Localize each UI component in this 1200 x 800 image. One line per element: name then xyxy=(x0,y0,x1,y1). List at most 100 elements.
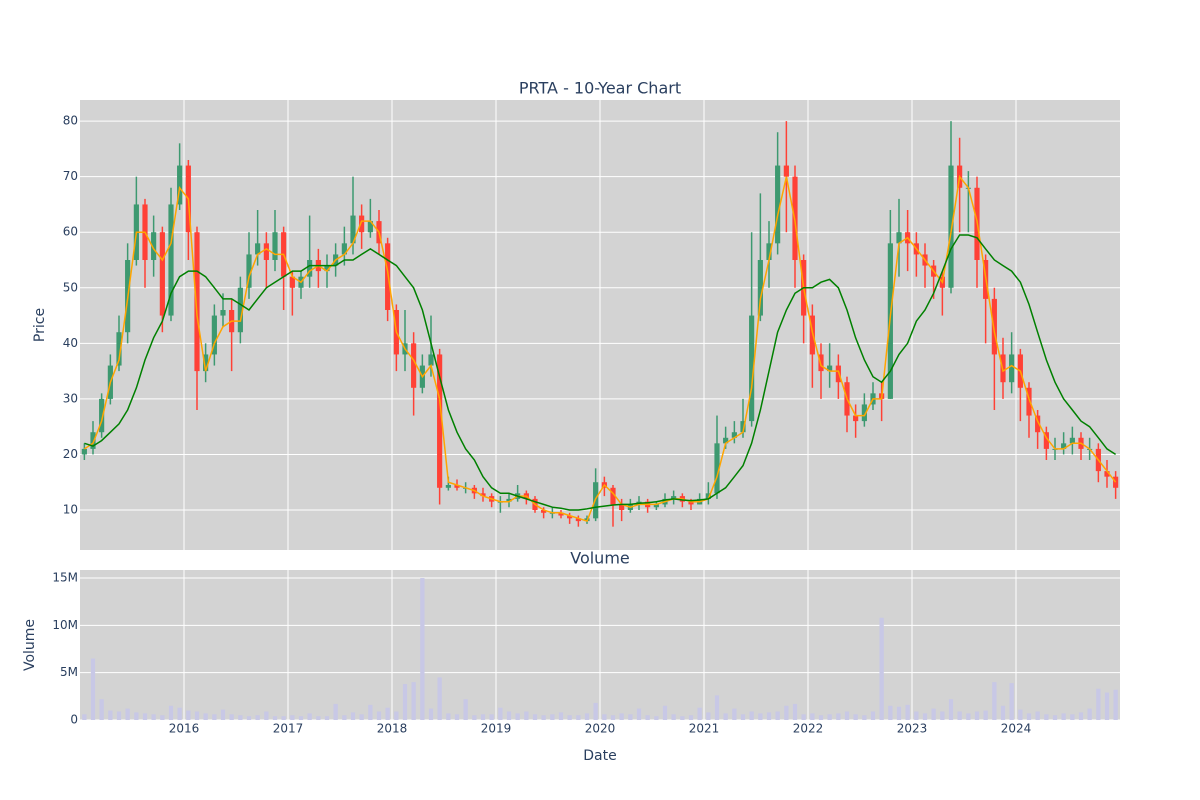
candle-body xyxy=(835,365,841,383)
x-tick-label: 2022 xyxy=(793,722,824,736)
volume-bar xyxy=(784,705,789,720)
candle-body xyxy=(827,365,833,372)
volume-bar xyxy=(801,714,806,720)
candle-body xyxy=(151,232,157,260)
volume-bar xyxy=(966,713,971,720)
volume-bar xyxy=(1113,689,1118,720)
candle-body xyxy=(437,354,443,488)
y-tick-label: 80 xyxy=(63,114,78,128)
candle-body xyxy=(731,432,737,438)
moving-average-line xyxy=(84,234,1117,511)
candle-body xyxy=(1043,432,1049,449)
volume-bar xyxy=(108,710,113,720)
candle-body xyxy=(1035,415,1041,433)
candle-body xyxy=(177,165,183,205)
volume-bar xyxy=(99,699,104,720)
volume-bar xyxy=(1096,688,1101,720)
volume-bar xyxy=(688,715,694,720)
volume-bar xyxy=(420,578,425,720)
candle-body xyxy=(350,215,356,244)
candle-body xyxy=(211,315,217,355)
volume-bar xyxy=(186,710,191,720)
y-axis-title: Price xyxy=(32,308,48,342)
volume-bar xyxy=(775,711,780,720)
volume-bar xyxy=(134,712,139,720)
candle-body xyxy=(385,243,391,310)
volume-bar xyxy=(116,711,122,720)
chart-title: PRTA - 10-Year Chart xyxy=(519,79,681,98)
candle-body xyxy=(289,276,295,288)
y-tick-label: 10 xyxy=(63,503,78,517)
volume-bar xyxy=(888,705,893,720)
volume-bar xyxy=(463,699,468,720)
candle-body xyxy=(506,498,512,502)
volume-bar xyxy=(290,715,295,720)
volume-bar xyxy=(90,658,96,720)
volume-bar xyxy=(324,716,330,720)
y-tick-label: 5M xyxy=(60,665,78,679)
volume-bar xyxy=(662,705,668,720)
candle-body xyxy=(861,404,867,422)
volume-bar xyxy=(671,714,676,720)
volume-bar xyxy=(454,714,460,720)
volume-bar xyxy=(220,709,226,720)
volume-bar xyxy=(602,714,607,720)
candle-body xyxy=(220,310,226,316)
volume-bar xyxy=(229,714,234,720)
volume-bar xyxy=(1061,713,1066,720)
candle-body xyxy=(324,265,330,272)
candle-body xyxy=(853,415,859,422)
volume-bar xyxy=(948,699,954,720)
volume-bar xyxy=(151,714,156,720)
volume-bar xyxy=(576,715,581,720)
volume-bar xyxy=(160,715,165,720)
volume-bar xyxy=(1104,692,1110,720)
volume-bar xyxy=(1026,713,1032,720)
y-tick-label: 50 xyxy=(63,280,78,294)
y-tick-label: 60 xyxy=(63,225,78,239)
candle-body xyxy=(367,221,373,233)
volume-bar xyxy=(246,716,252,720)
y-tick-label: 40 xyxy=(63,336,78,350)
candle-body xyxy=(307,260,313,277)
volume-bar xyxy=(1035,711,1040,720)
volume-bar xyxy=(82,714,87,720)
volume-bar xyxy=(749,711,754,720)
candle-body xyxy=(991,298,997,355)
candle-body xyxy=(757,260,763,316)
volume-bar xyxy=(558,712,564,720)
volume-bar xyxy=(714,695,720,720)
candle-body xyxy=(1026,387,1032,416)
x-tick-label: 2016 xyxy=(169,722,200,736)
candle-body xyxy=(272,232,278,260)
volume-bar xyxy=(212,714,217,720)
volume-bar xyxy=(402,684,408,720)
volume-bar xyxy=(368,704,373,720)
volume-bar xyxy=(870,711,876,720)
volume-bar xyxy=(515,713,520,720)
volume-bar xyxy=(264,711,269,720)
volume-bar xyxy=(350,712,356,720)
candle-body xyxy=(341,243,347,255)
volume-bar xyxy=(619,713,624,720)
candle-body xyxy=(948,165,954,288)
candle-body xyxy=(237,287,243,333)
candle-body xyxy=(896,232,902,244)
volume-bar xyxy=(862,715,867,720)
x-tick-label: 2018 xyxy=(377,722,408,736)
volume-bar xyxy=(593,702,598,720)
volume-bar xyxy=(931,708,936,720)
volume-bar xyxy=(1052,715,1058,720)
candle-body xyxy=(705,493,711,499)
x-axis-title: Date xyxy=(583,748,616,764)
volume-bar xyxy=(255,715,260,720)
volume-bar xyxy=(238,715,243,720)
volume-bar xyxy=(498,707,503,720)
volume-bar xyxy=(272,716,278,720)
volume-bar xyxy=(376,711,382,720)
volume-bar xyxy=(844,711,850,720)
y-tick-label: 0 xyxy=(70,713,78,727)
volume-bar xyxy=(879,617,884,720)
volume-bar xyxy=(818,715,824,720)
